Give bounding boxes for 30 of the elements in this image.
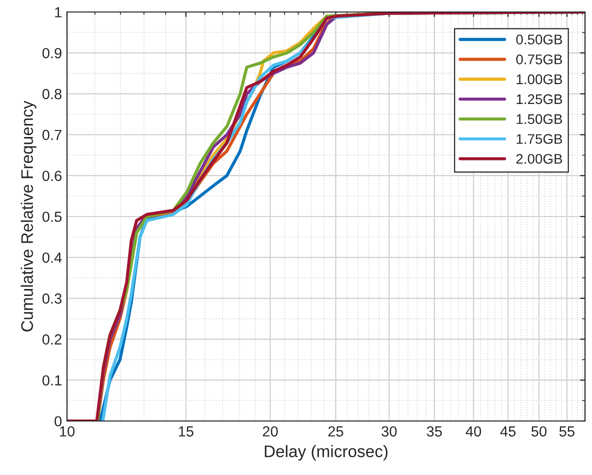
y-tick-label: 0.6 xyxy=(42,170,62,182)
y-tick-label: 0.9 xyxy=(42,48,62,58)
x-tick-label: 55 xyxy=(559,426,574,437)
legend-label: 1.25GB xyxy=(516,94,562,104)
y-axis-title: Cumulative Relative Frequency xyxy=(20,100,36,332)
x-tick-label: 20 xyxy=(262,426,278,437)
x-tick-label: 30 xyxy=(382,426,397,437)
legend-label: 0.50GB xyxy=(516,34,562,44)
x-tick-label: 10 xyxy=(60,426,75,437)
y-tick-label: 0.4 xyxy=(42,252,62,263)
y-tick-label: 0.2 xyxy=(42,334,62,345)
y-tick-label: 0.7 xyxy=(42,130,62,140)
x-tick-label: 40 xyxy=(466,426,482,437)
x-tick-label: 50 xyxy=(531,426,546,437)
legend-label: 2.00GB xyxy=(516,154,562,164)
y-tick-label: 0.1 xyxy=(42,375,62,386)
y-tick-label: 0.8 xyxy=(42,88,62,100)
x-tick-label: 35 xyxy=(426,426,442,437)
y-tick-label: 0.5 xyxy=(42,212,62,222)
x-tick-label: 25 xyxy=(328,426,344,437)
legend-label: 0.75GB xyxy=(516,54,562,64)
x-tick-label: 45 xyxy=(500,426,516,437)
legend-label: 1.50GB xyxy=(516,114,562,124)
x-axis-title: Delay (microsec) xyxy=(264,445,388,461)
y-tick-label: 1 xyxy=(55,7,62,18)
y-tick-label: 0 xyxy=(54,416,62,426)
legend-label: 1.75GB xyxy=(516,134,562,144)
legend-label: 1.00GB xyxy=(516,74,562,84)
x-tick-label: 15 xyxy=(178,426,194,437)
y-tick-label: 0.3 xyxy=(42,293,62,304)
